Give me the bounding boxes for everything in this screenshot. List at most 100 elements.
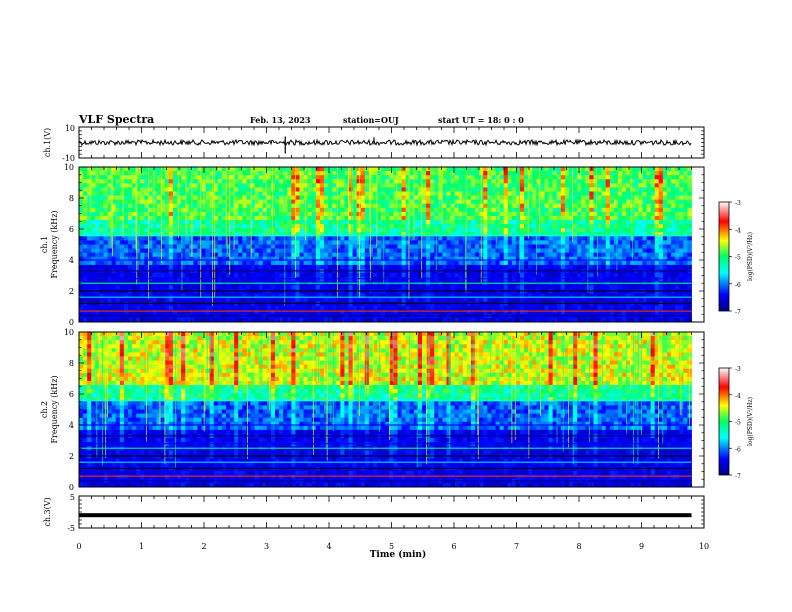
psd-cell <box>552 187 558 192</box>
psd-cell <box>193 252 198 258</box>
psd-cell <box>295 232 300 237</box>
psd-cell <box>177 183 182 188</box>
psd-cell <box>83 256 88 262</box>
psd-cell <box>352 273 358 278</box>
psd-cell <box>511 211 517 217</box>
psd-cell <box>87 277 92 282</box>
psd-cell <box>123 289 129 294</box>
psd-cell <box>83 183 88 188</box>
psd-cell <box>262 264 268 270</box>
psd-cell <box>491 179 496 184</box>
psd-cell <box>83 260 88 266</box>
psd-cell <box>528 171 533 176</box>
psd-cell <box>564 203 570 209</box>
psd-cell <box>83 207 88 213</box>
psd-cell <box>585 305 590 311</box>
psd-cell <box>528 293 533 298</box>
psd-cell <box>315 305 321 311</box>
psd-cell <box>487 203 492 209</box>
psd-cell <box>181 289 186 294</box>
psd-cell <box>499 179 505 184</box>
psd-cell <box>152 248 157 254</box>
psd-cell <box>164 244 170 249</box>
psd-cell <box>499 215 505 221</box>
psd-cell <box>83 211 88 217</box>
psd-cell <box>234 305 239 311</box>
psd-cell <box>115 256 121 262</box>
psd-cell <box>426 179 431 184</box>
psd-cell <box>483 211 488 217</box>
psd-cell <box>197 252 202 258</box>
psd-cell <box>205 228 211 233</box>
psd-cell <box>348 167 353 172</box>
psd-cell <box>487 248 492 254</box>
psd-cell <box>209 256 215 262</box>
psd-cell <box>393 236 398 241</box>
psd-cell <box>128 240 133 245</box>
psd-cell <box>430 264 435 270</box>
psd-cell <box>99 244 104 249</box>
psd-cell <box>242 240 247 245</box>
psd-cell <box>307 273 313 278</box>
psd-cell <box>589 183 594 188</box>
psd-cell <box>409 264 415 270</box>
psd-cell <box>454 183 460 188</box>
psd-cell <box>83 215 88 221</box>
psd-cell <box>91 195 96 201</box>
psd-cell <box>458 203 464 209</box>
psd-cell <box>401 309 407 315</box>
psd-cell <box>495 232 500 237</box>
psd-cell <box>258 220 264 225</box>
psd-cell <box>577 273 582 278</box>
psd-cell <box>185 203 190 209</box>
psd-cell <box>275 232 280 237</box>
psd-cell <box>495 285 500 290</box>
psd-cell <box>319 293 325 298</box>
psd-cell <box>324 199 329 205</box>
psd-cell <box>315 256 321 262</box>
psd-cell <box>328 244 333 249</box>
psd-cell <box>144 317 149 323</box>
psd-cell <box>266 191 272 196</box>
psd-cell <box>348 207 353 213</box>
psd-cell <box>258 203 264 209</box>
psd-cell <box>332 256 337 262</box>
psd-cell <box>450 195 456 201</box>
psd-cell <box>336 264 341 270</box>
psd-cell <box>540 277 545 282</box>
psd-cell <box>197 199 202 205</box>
psd-cell <box>560 211 566 217</box>
psd-cell <box>193 211 198 217</box>
psd-cell <box>491 248 496 254</box>
psd-cell <box>103 203 108 209</box>
psd-cell <box>544 232 549 237</box>
psd-cell <box>332 285 337 290</box>
psd-cell <box>79 240 84 245</box>
psd-cell <box>560 191 566 196</box>
psd-cell <box>291 285 296 290</box>
psd-cell <box>389 199 394 205</box>
psd-cell <box>332 289 337 294</box>
psd-cell <box>144 199 149 205</box>
psd-cell <box>569 207 574 213</box>
psd-cell <box>593 199 598 205</box>
psd-cell <box>377 236 382 241</box>
psd-cell <box>454 240 460 245</box>
psd-cell <box>564 277 570 282</box>
psd-cell <box>205 191 211 196</box>
psd-cell <box>352 167 358 172</box>
psd-cell <box>295 175 300 180</box>
psd-cell <box>328 236 333 241</box>
psd-cell <box>552 317 558 323</box>
psd-cell <box>536 228 541 233</box>
psd-cell <box>177 215 182 221</box>
psd-cell <box>213 264 219 270</box>
psd-cell <box>213 252 219 258</box>
psd-cell <box>270 228 276 233</box>
psd-cell <box>291 175 296 180</box>
psd-cell <box>446 297 451 303</box>
psd-cell <box>581 171 586 176</box>
psd-cell <box>132 256 137 262</box>
psd-cell <box>401 175 407 180</box>
psd-cell <box>193 224 198 229</box>
